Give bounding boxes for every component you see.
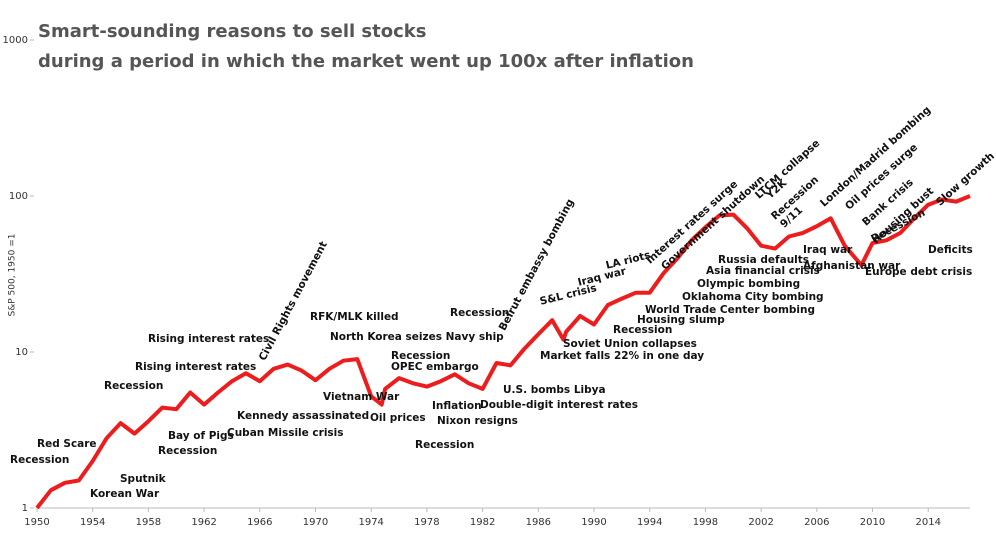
- annotation: Cuban Missile crisis: [227, 427, 344, 439]
- annotation: North Korea seizes Navy ship: [330, 331, 504, 343]
- annotation: Recession: [10, 454, 69, 466]
- x-tick-label: 1970: [303, 517, 328, 528]
- y-tick-label: 100: [9, 191, 28, 202]
- annotation: Recession: [104, 380, 163, 392]
- annotation: Korean War: [90, 488, 160, 500]
- x-tick-label: 1994: [637, 517, 662, 528]
- annotation: Housing slump: [637, 314, 725, 326]
- annotation: Vietnam War: [323, 391, 400, 403]
- annotation: OPEC embargo: [391, 361, 479, 373]
- annotation: U.S. bombs Libya: [503, 384, 606, 396]
- annotation: Beirut embassy bombing: [497, 197, 577, 333]
- annotation: Bay of Pigs: [168, 430, 234, 442]
- x-tick-label: 1998: [693, 517, 718, 528]
- annotation: Recession: [158, 445, 217, 457]
- x-tick-label: 1958: [136, 517, 161, 528]
- annotation: Civil Rights movement: [257, 240, 330, 363]
- annotation: Deficits: [928, 244, 973, 256]
- annotation: Iraq war: [577, 265, 629, 289]
- annotation: Double-digit interest rates: [480, 399, 638, 411]
- y-tick-label: 1000: [3, 35, 28, 46]
- annotation: Recession: [450, 307, 509, 319]
- x-tick-label: 2014: [915, 517, 940, 528]
- x-tick-label: 1974: [358, 517, 383, 528]
- x-tick-label: 1986: [526, 517, 551, 528]
- x-tick-label: 1950: [24, 517, 49, 528]
- annotation: Rising interest rates: [135, 361, 256, 373]
- annotation: Russia defaults: [718, 254, 809, 266]
- annotation: Sputnik: [120, 473, 167, 485]
- x-tick-label: 1962: [191, 517, 216, 528]
- annotation: Rising interest rates: [148, 333, 269, 345]
- annotation: Oklahoma City bombing: [682, 291, 824, 303]
- annotation: Asia financial crisis: [706, 265, 820, 277]
- annotation: Recession: [391, 350, 450, 362]
- chart-subtitle: during a period in which the market went…: [38, 51, 694, 72]
- x-tick-label: 2002: [748, 517, 773, 528]
- annotation: Kennedy assassinated: [237, 410, 369, 422]
- annotation: Recession: [415, 439, 474, 451]
- x-tick-label: 1990: [581, 517, 606, 528]
- annotation: RFK/MLK killed: [310, 311, 399, 323]
- annotation: Soviet Union collapses: [563, 338, 697, 350]
- x-tick-label: 2010: [860, 517, 885, 528]
- annotation: Market falls 22% in one day: [540, 350, 704, 362]
- y-tick-label: 1: [22, 503, 28, 514]
- annotation: Iraq war: [803, 244, 853, 256]
- annotation: Nixon resigns: [437, 415, 518, 427]
- x-tick-label: 1982: [470, 517, 495, 528]
- index-line: [35, 194, 971, 510]
- annotation: Afghanistan war: [803, 260, 901, 272]
- y-tick-label: 10: [15, 347, 28, 358]
- annotation: Inflation: [432, 400, 482, 412]
- x-tick-label: 1954: [80, 517, 105, 528]
- annotation: Oil prices: [370, 412, 426, 424]
- annotation: LA riots: [605, 249, 652, 272]
- chart-title: Smart-sounding reasons to sell stocks: [38, 21, 426, 42]
- y-axis-label: S&P 500, 1950 =1: [8, 234, 18, 317]
- annotation: Recession: [613, 324, 672, 336]
- x-tick-label: 2006: [804, 517, 829, 528]
- x-tick-label: 1966: [247, 517, 272, 528]
- annotation: Olympic bombing: [697, 278, 800, 290]
- x-tick-label: 1978: [414, 517, 439, 528]
- annotation: London/Madrid bombing: [818, 104, 933, 209]
- annotation: Red Scare: [37, 438, 97, 450]
- annotation: World Trade Center bombing: [645, 304, 815, 316]
- annotation: Europe debt crisis: [865, 266, 972, 278]
